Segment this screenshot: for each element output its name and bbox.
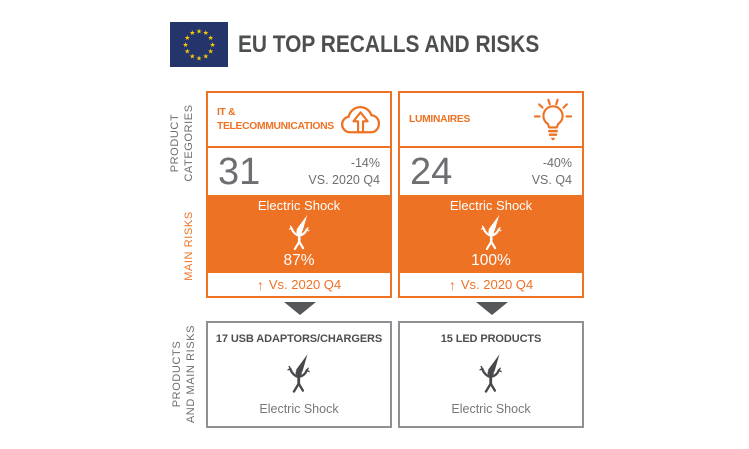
change-vs-label: VS. Q4	[531, 172, 572, 187]
risk-percent: 87%	[283, 252, 315, 269]
card-header: LUMINAIRES	[400, 93, 582, 148]
row-label-product-categories: PRODUCT CATEGORIES	[167, 83, 197, 203]
svg-text:★: ★	[196, 27, 202, 35]
risk-label: Electric Shock	[449, 198, 533, 213]
change-block: -14% VS. 2020 Q4	[308, 155, 380, 188]
row-label-line: PRODUCTS	[170, 340, 183, 408]
row-label-line: CATEGORIES	[183, 104, 195, 182]
svg-text:★: ★	[189, 53, 195, 61]
svg-text:★: ★	[203, 29, 209, 37]
category-card-it-telecommunications: IT & TELECOMMUNICATIONS 31 -14% VS. 2020…	[206, 91, 392, 298]
down-arrow-icon	[476, 302, 508, 315]
up-arrow-icon: ↑	[448, 276, 456, 293]
svg-text:★: ★	[184, 48, 190, 56]
svg-text:★: ★	[184, 34, 190, 42]
product-card-led-products: 15 LED PRODUCTS Electric Shock	[398, 321, 584, 428]
svg-text:★: ★	[209, 41, 215, 49]
row-label-line: AND MAIN RISKS	[185, 324, 197, 424]
main-risk-panel: Electric Shock 100%	[400, 195, 582, 273]
product-title: 17 USB ADAPTORS/CHARGERS	[215, 333, 383, 345]
product-risk-label: Electric Shock	[259, 402, 339, 416]
trend-strip: ↑ Vs. 2020 Q4	[208, 273, 390, 296]
category-card-luminaires: LUMINAIRES 24 -40% VS. Q4	[398, 91, 584, 298]
recall-count: 24	[410, 150, 453, 193]
electric-shock-icon	[479, 354, 502, 393]
product-title: 15 LED PRODUCTS	[440, 333, 542, 345]
recall-count: 31	[218, 150, 261, 193]
electric-shock-icon	[480, 215, 501, 250]
risk-percent: 100%	[471, 252, 511, 269]
svg-text:★: ★	[182, 41, 188, 49]
change-percent: -14%	[350, 156, 380, 171]
trend-label: Vs. 2020 Q4	[268, 277, 342, 292]
recall-count-row: 31 -14% VS. 2020 Q4	[208, 148, 390, 195]
trend-strip: ↑ Vs. 2020 Q4	[400, 273, 582, 296]
change-block: -40% VS. Q4	[532, 155, 572, 188]
risk-label: Electric Shock	[257, 198, 341, 213]
eu-flag-icon: ★ ★ ★★ ★★ ★★ ★★ ★★	[170, 22, 228, 67]
page-title: EU TOP RECALLS AND RISKS	[238, 31, 540, 58]
row-label-main-risks: MAIN RISKS	[182, 211, 195, 281]
row-label-products-and-main-risks: PRODUCTS AND MAIN RISKS	[169, 314, 199, 434]
main-risk-panel: Electric Shock 87%	[208, 195, 390, 273]
svg-text:★: ★	[189, 29, 195, 37]
down-arrow-icon	[284, 302, 316, 315]
recall-count-row: 24 -40% VS. Q4	[400, 148, 582, 195]
category-title: LUMINAIRES	[409, 113, 471, 125]
trend-label: Vs. 2020 Q4	[460, 277, 534, 292]
lightbulb-icon	[533, 98, 573, 140]
svg-text:★: ★	[196, 54, 202, 62]
product-card-usb-adaptors-chargers: 17 USB ADAPTORS/CHARGERS Electric Shock	[206, 321, 392, 428]
card-header: IT & TELECOMMUNICATIONS	[208, 93, 390, 148]
change-vs-label: VS. 2020 Q4	[308, 172, 380, 187]
svg-text:★: ★	[208, 34, 214, 42]
category-title: IT & TELECOMMUNICATIONS	[217, 106, 334, 132]
change-percent: -40%	[542, 156, 572, 171]
electric-shock-icon	[288, 215, 309, 250]
electric-shock-icon	[287, 354, 310, 393]
row-label-line: PRODUCT	[168, 113, 181, 173]
cloud-upload-icon	[340, 106, 381, 134]
up-arrow-icon: ↑	[256, 276, 264, 293]
product-risk-label: Electric Shock	[451, 402, 531, 416]
svg-text:★: ★	[208, 48, 214, 56]
svg-text:★: ★	[203, 53, 209, 61]
